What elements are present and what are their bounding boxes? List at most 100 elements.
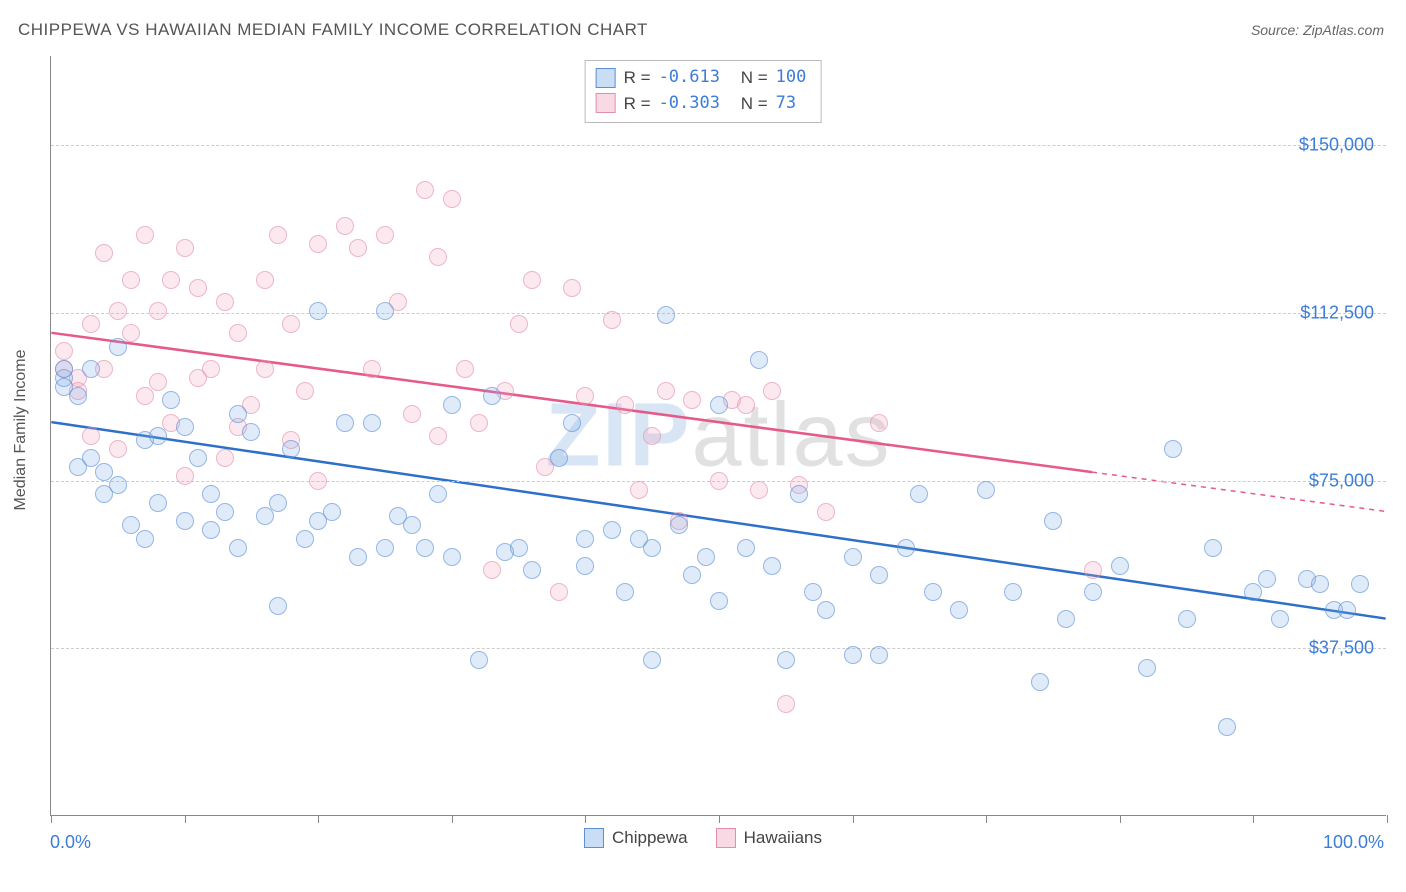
data-point-series1 — [55, 360, 73, 378]
data-point-series1 — [443, 396, 461, 414]
data-point-series1 — [1138, 659, 1156, 677]
data-point-series1 — [202, 485, 220, 503]
x-tick — [585, 815, 586, 823]
data-point-series1 — [643, 539, 661, 557]
r-label: R = — [624, 65, 651, 91]
data-point-series1 — [550, 449, 568, 467]
n-value-series1: 100 — [776, 65, 807, 91]
bottom-legend: Chippewa Hawaiians — [584, 828, 822, 848]
gridline — [51, 145, 1386, 146]
data-point-series1 — [149, 494, 167, 512]
data-point-series2 — [189, 279, 207, 297]
correlation-chart: CHIPPEWA VS HAWAIIAN MEDIAN FAMILY INCOM… — [0, 0, 1406, 892]
y-axis-title: Median Family Income — [12, 350, 30, 511]
data-point-series2 — [149, 302, 167, 320]
source-attribution: Source: ZipAtlas.com — [1251, 22, 1384, 38]
data-point-series2 — [229, 324, 247, 342]
r-value-series1: -0.613 — [659, 65, 720, 91]
data-point-series2 — [109, 302, 127, 320]
data-point-series1 — [897, 539, 915, 557]
data-point-series1 — [763, 557, 781, 575]
chart-title: CHIPPEWA VS HAWAIIAN MEDIAN FAMILY INCOM… — [18, 20, 648, 40]
data-point-series2 — [657, 382, 675, 400]
x-tick — [986, 815, 987, 823]
stats-row-series1: R = -0.613 N = 100 — [596, 65, 807, 91]
swatch-series1 — [596, 68, 616, 88]
stats-row-series2: R = -0.303 N = 73 — [596, 91, 807, 117]
x-tick — [185, 815, 186, 823]
data-point-series2 — [616, 396, 634, 414]
data-point-series2 — [309, 472, 327, 490]
data-point-series1 — [697, 548, 715, 566]
data-point-series1 — [323, 503, 341, 521]
data-point-series2 — [202, 360, 220, 378]
data-point-series2 — [563, 279, 581, 297]
data-point-series2 — [363, 360, 381, 378]
data-point-series1 — [229, 539, 247, 557]
data-point-series2 — [817, 503, 835, 521]
n-label: N = — [741, 91, 768, 117]
data-point-series1 — [109, 476, 127, 494]
data-point-series1 — [1204, 539, 1222, 557]
n-value-series2: 73 — [776, 91, 796, 117]
data-point-series1 — [563, 414, 581, 432]
x-tick — [719, 815, 720, 823]
data-point-series2 — [456, 360, 474, 378]
data-point-series2 — [296, 382, 314, 400]
data-point-series2 — [763, 382, 781, 400]
data-point-series2 — [470, 414, 488, 432]
data-point-series1 — [870, 646, 888, 664]
data-point-series1 — [216, 503, 234, 521]
data-point-series1 — [643, 651, 661, 669]
data-point-series2 — [109, 440, 127, 458]
gridline — [51, 648, 1386, 649]
data-point-series1 — [69, 387, 87, 405]
x-tick — [1253, 815, 1254, 823]
data-point-series1 — [910, 485, 928, 503]
data-point-series2 — [336, 217, 354, 235]
data-point-series1 — [750, 351, 768, 369]
data-point-series2 — [870, 414, 888, 432]
data-point-series2 — [149, 373, 167, 391]
data-point-series1 — [710, 592, 728, 610]
data-point-series2 — [122, 324, 140, 342]
y-tick-label: $150,000 — [1299, 135, 1374, 156]
data-point-series1 — [1351, 575, 1369, 593]
data-point-series1 — [296, 530, 314, 548]
data-point-series1 — [1311, 575, 1329, 593]
data-point-series2 — [122, 271, 140, 289]
data-point-series1 — [670, 516, 688, 534]
data-point-series1 — [483, 387, 501, 405]
data-point-series2 — [643, 427, 661, 445]
x-tick — [853, 815, 854, 823]
y-tick-label: $75,000 — [1309, 470, 1374, 491]
data-point-series2 — [510, 315, 528, 333]
data-point-series1 — [844, 646, 862, 664]
plot-area: ZIPatlas $37,500$75,000$112,500$150,000 — [50, 56, 1386, 816]
r-label: R = — [624, 91, 651, 117]
stats-legend-box: R = -0.613 N = 100 R = -0.303 N = 73 — [585, 60, 822, 123]
data-point-series2 — [630, 481, 648, 499]
data-point-series1 — [109, 338, 127, 356]
data-point-series1 — [189, 449, 207, 467]
y-tick-label: $112,500 — [1300, 303, 1374, 324]
data-point-series1 — [256, 507, 274, 525]
data-point-series2 — [136, 387, 154, 405]
data-point-series1 — [443, 548, 461, 566]
data-point-series1 — [309, 302, 327, 320]
data-point-series1 — [576, 530, 594, 548]
data-point-series2 — [777, 695, 795, 713]
data-point-series1 — [349, 548, 367, 566]
data-point-series2 — [429, 248, 447, 266]
data-point-series2 — [603, 311, 621, 329]
data-point-series1 — [82, 360, 100, 378]
data-point-series2 — [256, 360, 274, 378]
data-point-series1 — [950, 601, 968, 619]
x-axis-min-label: 0.0% — [50, 832, 91, 853]
data-point-series1 — [202, 521, 220, 539]
data-point-series2 — [737, 396, 755, 414]
data-point-series1 — [269, 494, 287, 512]
legend-label-series2: Hawaiians — [744, 828, 822, 848]
data-point-series1 — [1258, 570, 1276, 588]
x-tick — [452, 815, 453, 823]
